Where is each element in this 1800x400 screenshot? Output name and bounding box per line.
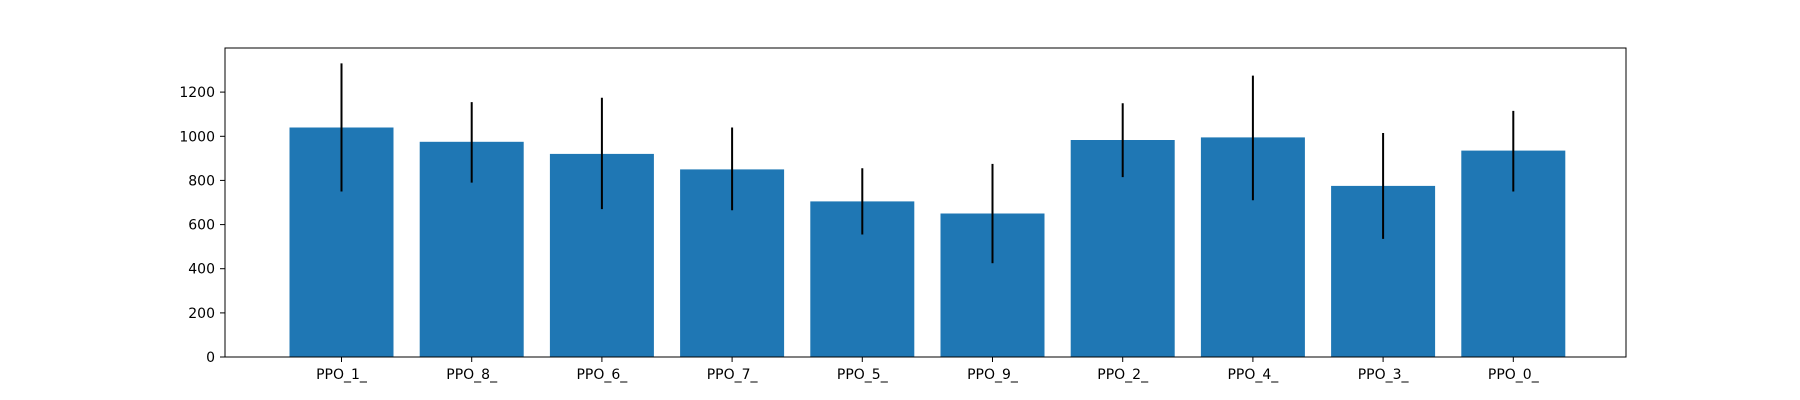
error-bars-layer	[340, 63, 1515, 264]
x-tick-label: PPO_1_	[316, 367, 368, 383]
y-tick-label: 0	[206, 350, 215, 366]
x-tick-label: PPO_9_	[967, 367, 1019, 383]
y-tick-label: 1000	[179, 129, 215, 145]
x-tick-label: PPO_0_	[1488, 367, 1540, 383]
y-axis: 0 200 400 600 800 1000 1200	[179, 85, 225, 366]
x-tick-label: PPO_5_	[837, 367, 889, 383]
y-tick-label: 400	[188, 262, 215, 278]
plot-frame	[224, 47, 1627, 358]
y-tick-label: 200	[188, 306, 215, 322]
x-axis: PPO_1_ PPO_8_ PPO_6_ PPO_7_ PPO_5_ PPO_9_ PPO_…	[316, 357, 1540, 383]
x-tick-label: PPO_8_	[446, 367, 498, 383]
x-tick-label: PPO_7_	[707, 367, 759, 383]
y-tick-label: 600	[188, 218, 215, 234]
x-tick-label: PPO_3_	[1358, 367, 1410, 383]
x-tick-label: PPO_6_	[576, 367, 628, 383]
y-tick-label: 800	[188, 173, 215, 189]
bars-layer	[289, 127, 1566, 357]
x-tick-label: PPO_4_	[1227, 367, 1279, 383]
x-tick-label: PPO_2_	[1097, 367, 1149, 383]
y-tick-label: 1200	[179, 85, 215, 101]
